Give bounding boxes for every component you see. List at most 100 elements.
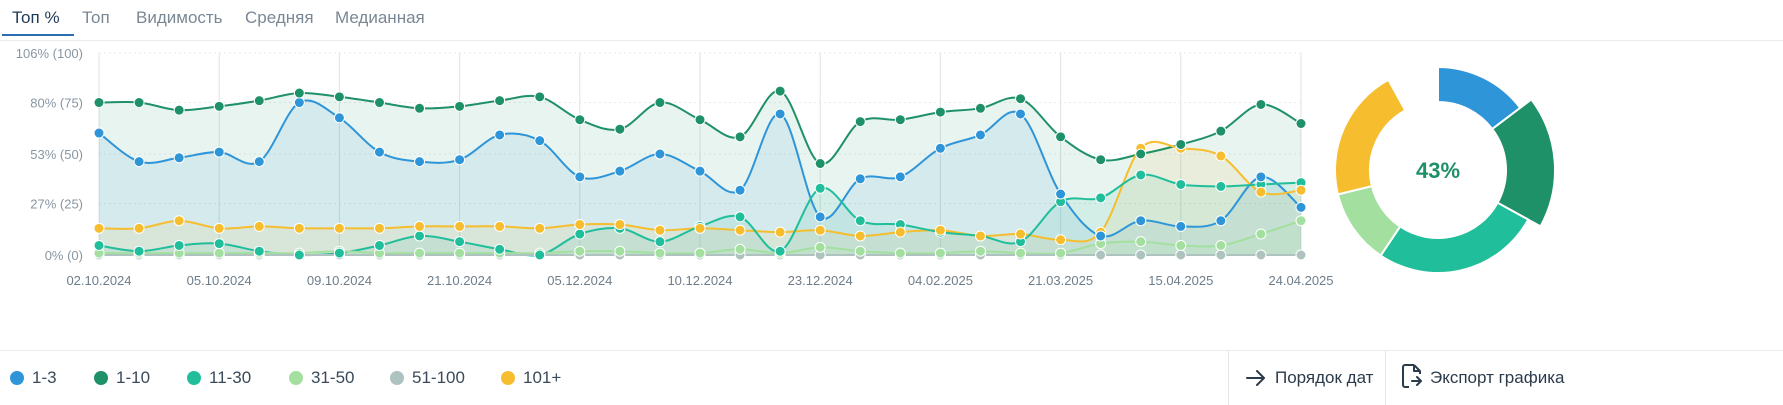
data-point-1-3[interactable] xyxy=(534,135,546,147)
data-point-1-10[interactable] xyxy=(814,158,826,170)
data-point-101-plus[interactable] xyxy=(614,219,626,231)
data-point-1-3[interactable] xyxy=(774,108,786,120)
data-point-101-plus[interactable] xyxy=(1055,234,1067,246)
data-point-31-50[interactable] xyxy=(1255,228,1267,240)
data-point-11-30[interactable] xyxy=(454,236,466,248)
data-point-101-plus[interactable] xyxy=(333,222,345,234)
data-point-101-plus[interactable] xyxy=(774,226,786,238)
data-point-31-50[interactable] xyxy=(974,245,986,257)
data-point-11-30[interactable] xyxy=(133,245,145,257)
data-point-31-50[interactable] xyxy=(1215,239,1227,251)
data-point-1-3[interactable] xyxy=(1055,188,1067,200)
data-point-31-50[interactable] xyxy=(814,241,826,253)
data-point-101-plus[interactable] xyxy=(814,224,826,236)
data-point-101-plus[interactable] xyxy=(1215,150,1227,162)
data-point-11-30[interactable] xyxy=(814,182,826,194)
data-point-1-10[interactable] xyxy=(654,97,666,109)
data-point-101-plus[interactable] xyxy=(694,222,706,234)
data-point-11-30[interactable] xyxy=(1215,180,1227,192)
data-point-31-50[interactable] xyxy=(1015,247,1027,259)
data-point-101-plus[interactable] xyxy=(213,222,225,234)
data-point-1-10[interactable] xyxy=(534,91,546,103)
data-point-31-50[interactable] xyxy=(694,247,706,259)
data-point-1-3[interactable] xyxy=(734,184,746,196)
data-point-1-10[interactable] xyxy=(253,95,265,107)
date-order-button[interactable]: Порядок дат xyxy=(1228,351,1385,405)
data-point-1-10[interactable] xyxy=(1055,131,1067,143)
data-point-1-3[interactable] xyxy=(494,129,506,141)
data-point-1-3[interactable] xyxy=(574,171,586,183)
data-point-101-plus[interactable] xyxy=(454,220,466,232)
data-point-11-30[interactable] xyxy=(1095,192,1107,204)
data-point-1-10[interactable] xyxy=(614,123,626,135)
data-point-1-3[interactable] xyxy=(1135,215,1147,227)
data-point-1-10[interactable] xyxy=(1135,148,1147,160)
donut-slice-11-30[interactable] xyxy=(1379,201,1530,274)
data-point-1-10[interactable] xyxy=(373,97,385,109)
data-point-11-30[interactable] xyxy=(654,236,666,248)
data-point-1-3[interactable] xyxy=(1255,171,1267,183)
data-point-31-50[interactable] xyxy=(454,247,466,259)
data-point-11-30[interactable] xyxy=(373,239,385,251)
tab-top[interactable]: Топ xyxy=(82,8,110,27)
data-point-1-3[interactable] xyxy=(173,152,185,164)
data-point-31-50[interactable] xyxy=(854,245,866,257)
data-point-1-3[interactable] xyxy=(1095,230,1107,242)
data-point-101-plus[interactable] xyxy=(574,219,586,231)
data-point-1-10[interactable] xyxy=(1255,98,1267,110)
data-point-1-10[interactable] xyxy=(1015,93,1027,105)
data-point-1-3[interactable] xyxy=(614,165,626,177)
data-point-101-plus[interactable] xyxy=(494,220,506,232)
data-point-101-plus[interactable] xyxy=(253,220,265,232)
data-point-31-50[interactable] xyxy=(934,247,946,259)
data-point-101-plus[interactable] xyxy=(1015,228,1027,240)
tab-average[interactable]: Средняя xyxy=(245,8,314,27)
data-point-1-3[interactable] xyxy=(1175,220,1187,232)
data-point-51-100[interactable] xyxy=(1135,249,1147,261)
data-point-101-plus[interactable] xyxy=(894,226,906,238)
data-point-101-plus[interactable] xyxy=(1295,184,1307,196)
data-point-11-30[interactable] xyxy=(293,249,305,261)
tab-top-percent[interactable]: Топ % xyxy=(12,8,60,27)
data-point-1-10[interactable] xyxy=(293,87,305,99)
data-point-11-30[interactable] xyxy=(534,249,546,261)
data-point-51-100[interactable] xyxy=(1175,249,1187,261)
data-point-11-30[interactable] xyxy=(574,228,586,240)
data-point-31-50[interactable] xyxy=(414,247,426,259)
data-point-1-10[interactable] xyxy=(1095,154,1107,166)
data-point-1-3[interactable] xyxy=(253,156,265,168)
data-point-11-30[interactable] xyxy=(414,230,426,242)
data-point-1-10[interactable] xyxy=(494,95,506,107)
data-point-1-10[interactable] xyxy=(213,100,225,112)
legend-item-51-100[interactable]: 51-100 xyxy=(390,367,465,389)
data-point-1-10[interactable] xyxy=(974,102,986,114)
data-point-11-30[interactable] xyxy=(734,211,746,223)
legend-item-1-10[interactable]: 1-10 xyxy=(94,367,150,389)
data-point-101-plus[interactable] xyxy=(654,224,666,236)
data-point-101-plus[interactable] xyxy=(93,222,105,234)
data-point-1-3[interactable] xyxy=(1015,108,1027,120)
data-point-1-10[interactable] xyxy=(454,100,466,112)
data-point-101-plus[interactable] xyxy=(534,222,546,234)
tab-median[interactable]: Медианная xyxy=(335,8,425,27)
data-point-1-3[interactable] xyxy=(293,97,305,109)
data-point-31-50[interactable] xyxy=(734,243,746,255)
legend-item-1-3[interactable]: 1-3 xyxy=(10,367,57,389)
data-point-1-3[interactable] xyxy=(454,154,466,166)
data-point-101-plus[interactable] xyxy=(974,230,986,242)
data-point-101-plus[interactable] xyxy=(373,222,385,234)
legend-item-11-30[interactable]: 11-30 xyxy=(187,367,251,389)
data-point-11-30[interactable] xyxy=(333,247,345,259)
data-point-31-50[interactable] xyxy=(654,247,666,259)
data-point-101-plus[interactable] xyxy=(1255,186,1267,198)
data-point-1-10[interactable] xyxy=(133,97,145,109)
data-point-11-30[interactable] xyxy=(1135,169,1147,181)
data-point-1-10[interactable] xyxy=(734,131,746,143)
data-point-31-50[interactable] xyxy=(894,247,906,259)
data-point-31-50[interactable] xyxy=(574,245,586,257)
data-point-101-plus[interactable] xyxy=(734,224,746,236)
data-point-1-10[interactable] xyxy=(934,106,946,118)
data-point-1-10[interactable] xyxy=(1295,118,1307,130)
data-point-51-100[interactable] xyxy=(1095,249,1107,261)
data-point-31-50[interactable] xyxy=(614,245,626,257)
